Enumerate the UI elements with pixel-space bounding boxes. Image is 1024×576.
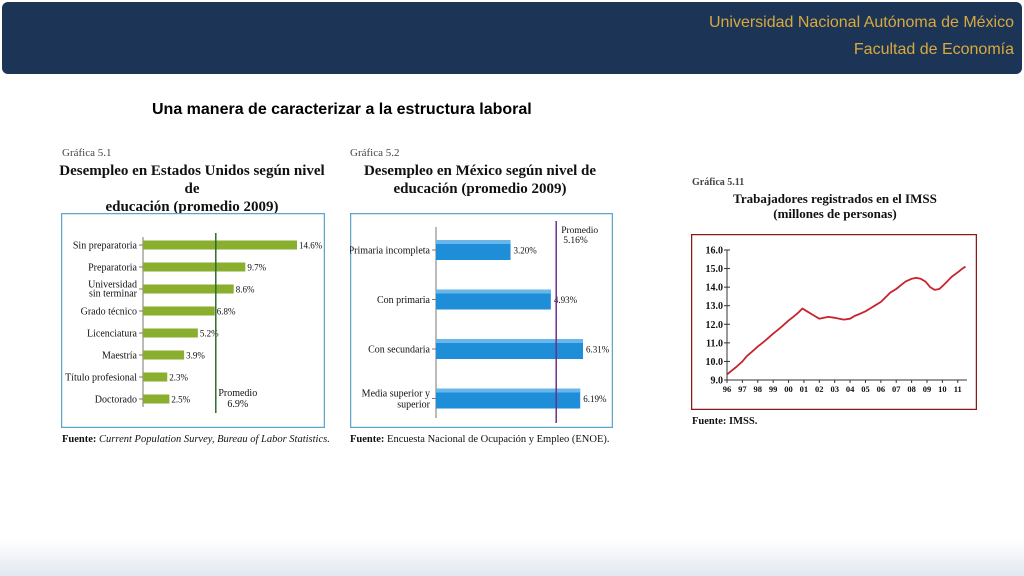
chart1-category-label: Universidad sin terminar	[88, 280, 138, 300]
chart1-value-label: 2.3%	[169, 373, 188, 383]
chart1-source: Fuente: Current Population Survey, Burea…	[62, 434, 330, 445]
chart3-x-tick-label: 01	[800, 384, 809, 394]
chart3-title-line2: (millones de personas)	[773, 206, 897, 221]
chart1-value-label: 8.6%	[236, 285, 255, 295]
chart2-category-label: Con secundaria	[368, 345, 430, 356]
chart1-value-label: 6.8%	[217, 307, 236, 317]
chart2-title-line1: Desempleo en México según nivel de	[363, 163, 597, 179]
chart3-x-tick-label: 07	[892, 384, 901, 394]
chart3-caption: Gráfica 5.11	[692, 177, 745, 188]
chart3-x-tick-label: 99	[769, 384, 778, 394]
chart1-bar	[143, 394, 170, 404]
chart2-value-label: 6.19%	[583, 394, 607, 404]
chart3-source-text: IMSS.	[729, 416, 758, 427]
chart1-bar	[143, 328, 198, 338]
chart3-y-tick-label: 14.0	[706, 283, 724, 294]
chart3-title: Trabajadores registrados en el IMSS (mil…	[700, 191, 970, 221]
slide-title: Una manera de caracterizar a la estructu…	[152, 101, 532, 118]
chart1-bar	[143, 372, 168, 382]
slide-header: Universidad Nacional Autónoma de México …	[2, 2, 1022, 74]
chart3-x-tick-label: 96	[723, 384, 732, 394]
chart2-bar	[436, 289, 551, 310]
chart3-x-tick-label: 04	[846, 384, 855, 394]
chart2-bar	[436, 339, 583, 359]
chart2-caption: Gráfica 5.2	[350, 147, 400, 159]
chart3-x-tick-label: 03	[830, 384, 839, 394]
chart3-source-label: Fuente:	[692, 416, 727, 427]
chart2-average-label-line2: 5.16%	[563, 236, 588, 246]
chart1-value-label: 3.9%	[186, 351, 205, 361]
chart1-category-label: Maestría	[102, 351, 138, 362]
chart3-x-tick-label: 11	[954, 384, 962, 394]
chart2-bar-highlight	[436, 388, 581, 393]
chart3-x-tick-label: 10	[938, 384, 947, 394]
chart2-source-label: Fuente:	[350, 434, 385, 445]
chart3-y-tick-label: 9.0	[711, 376, 724, 387]
chart2-source: Fuente: Encuesta Nacional de Ocupación y…	[350, 434, 610, 445]
university-name: Universidad Nacional Autónoma de México	[708, 14, 1014, 31]
chart1-bar	[143, 284, 234, 294]
chart1-category-label: Título profesional	[65, 373, 137, 384]
chart2-category-label: Con primaria	[377, 295, 431, 306]
chart3-y-tick-label: 15.0	[706, 264, 724, 275]
chart1-value-label: 5.2%	[200, 329, 219, 339]
chart1-category-label: Preparatoria	[88, 263, 137, 274]
chart3-title-line1: Trabajadores registrados en el IMSS	[733, 191, 937, 206]
chart1-category-label: Doctorado	[95, 395, 137, 406]
chart1-title: Desempleo en Estados Unidos según nivel …	[52, 162, 332, 216]
chart3-source: Fuente: IMSS.	[692, 416, 757, 427]
chart3-series-line	[726, 265, 966, 376]
chart2-source-text: Encuesta Nacional de Ocupación y Empleo …	[387, 434, 610, 445]
chart3-x-tick-label: 02	[815, 384, 824, 394]
chart2-bar	[436, 240, 511, 260]
chart2-value-label: 4.93%	[554, 295, 578, 305]
chart1-category-label: Grado técnico	[81, 307, 137, 318]
chart2-value-label: 3.20%	[514, 246, 538, 256]
chart1-average-label-line1: Promedio	[218, 388, 257, 399]
chart3-x-tick-label: 98	[754, 384, 763, 394]
chart3-imss-workers: 9.0 10.0 11.0 12.0 13.0 14.0 15.0 16.0 96 97 98 99 0…	[691, 234, 977, 410]
chart3-y-tick-label: 13.0	[706, 301, 724, 312]
chart1-bar	[143, 240, 297, 250]
chart1-title-line2: educación (promedio 2009)	[105, 199, 279, 215]
chart1-value-label: 14.6%	[299, 241, 323, 251]
chart1-source-text: Current Population Survey, Bureau of Lab…	[99, 434, 330, 445]
chart1-caption: Gráfica 5.1	[62, 147, 112, 159]
chart2-bar	[436, 388, 581, 409]
chart3-x-tick-label: 05	[861, 384, 870, 394]
chart2-average-label-line1: Promedio	[561, 226, 598, 236]
chart3-y-tick-label: 11.0	[706, 338, 723, 349]
chart2-bar-highlight	[436, 240, 511, 244]
chart2-bar-highlight	[436, 289, 551, 294]
chart1-category-label: Licenciatura	[87, 329, 138, 340]
chart1-average-label-line2: 6.9%	[227, 399, 248, 410]
chart3-x-tick-label: 06	[877, 384, 886, 394]
chart1-value-label: 9.7%	[247, 263, 266, 273]
chart1-bar	[143, 306, 215, 316]
chart3-y-tick-label: 12.0	[706, 320, 724, 331]
chart3-x-tick-label: 08	[907, 384, 916, 394]
chart2-mx-unemployment: 3.20% Primaria incompleta 4.93% Con primari…	[350, 213, 613, 428]
chart3-x-tick-label: 97	[738, 384, 747, 394]
chart2-category-label: Media superior y superior	[362, 389, 431, 411]
footer-band	[0, 540, 1024, 576]
chart1-title-line1: Desempleo en Estados Unidos según nivel …	[59, 163, 325, 197]
chart2-title: Desempleo en México según nivel de educa…	[345, 162, 615, 198]
chart2-category-label: Primaria incompleta	[350, 246, 431, 257]
chart1-us-unemployment: 14.6% Sin preparatoria 9.7% Preparatoria 8.6…	[61, 213, 325, 428]
chart3-x-tick-label: 00	[784, 384, 793, 394]
chart3-y-tick-label: 16.0	[706, 246, 724, 257]
chart3-x-tick-label: 09	[923, 384, 932, 394]
chart2-value-label: 6.31%	[586, 345, 610, 355]
faculty-name: Facultad de Economía	[853, 41, 1014, 58]
chart1-bar	[143, 262, 246, 272]
chart1-value-label: 2.5%	[171, 395, 190, 405]
chart3-y-tick-label: 10.0	[706, 357, 724, 368]
chart1-source-label: Fuente:	[62, 434, 97, 445]
chart1-bar	[143, 350, 185, 360]
chart2-bar-highlight	[436, 339, 583, 343]
chart1-category-label: Sin preparatoria	[73, 241, 138, 252]
chart2-title-line2: educación (promedio 2009)	[393, 181, 567, 197]
